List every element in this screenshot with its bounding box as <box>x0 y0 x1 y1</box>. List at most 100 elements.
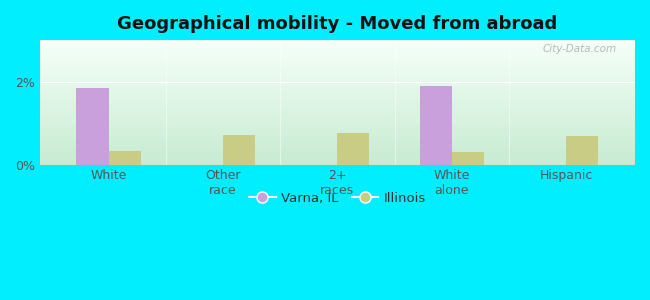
Bar <box>40 135 635 136</box>
Text: City-Data.com: City-Data.com <box>543 44 617 54</box>
Bar <box>40 58 635 59</box>
Bar <box>40 101 635 102</box>
Bar <box>40 50 635 51</box>
Bar <box>40 155 635 156</box>
Bar <box>40 82 635 83</box>
Bar <box>40 99 635 100</box>
Bar <box>40 92 635 93</box>
Bar <box>40 158 635 159</box>
Bar <box>40 139 635 140</box>
Bar <box>40 54 635 55</box>
Bar <box>40 61 635 62</box>
Bar <box>40 109 635 110</box>
Bar <box>40 126 635 127</box>
Bar <box>40 43 635 44</box>
Bar <box>566 136 599 165</box>
Bar <box>40 60 635 61</box>
Bar <box>40 100 635 101</box>
Bar <box>40 44 635 45</box>
Bar <box>40 79 635 80</box>
Bar <box>40 131 635 132</box>
Bar <box>40 106 635 107</box>
Bar <box>40 127 635 128</box>
Bar <box>40 49 635 50</box>
Bar <box>40 123 635 124</box>
Bar <box>40 119 635 120</box>
Bar <box>40 96 635 97</box>
Bar <box>40 69 635 70</box>
Bar <box>40 164 635 165</box>
Bar <box>40 141 635 142</box>
Bar <box>40 111 635 112</box>
Bar <box>40 157 635 158</box>
Bar <box>223 135 255 165</box>
Bar <box>40 140 635 141</box>
Bar <box>40 83 635 84</box>
Bar <box>40 134 635 135</box>
Bar <box>40 73 635 74</box>
Bar <box>40 91 635 92</box>
Bar <box>40 84 635 85</box>
Bar <box>40 150 635 151</box>
Bar <box>40 143 635 144</box>
Bar <box>40 121 635 122</box>
Bar <box>40 114 635 115</box>
Bar <box>40 149 635 150</box>
Bar <box>40 116 635 117</box>
Bar <box>77 88 109 165</box>
Bar <box>40 77 635 78</box>
Bar <box>40 144 635 145</box>
Bar <box>40 138 635 139</box>
Bar <box>40 118 635 119</box>
Bar <box>40 148 635 149</box>
Bar <box>40 70 635 71</box>
Bar <box>40 48 635 49</box>
Bar <box>40 62 635 63</box>
Bar <box>40 113 635 114</box>
Bar <box>40 163 635 164</box>
Bar <box>40 89 635 90</box>
Bar <box>40 104 635 105</box>
Bar <box>40 122 635 123</box>
Bar <box>40 115 635 116</box>
Bar <box>40 162 635 163</box>
Bar <box>40 72 635 73</box>
Bar <box>40 80 635 81</box>
Bar <box>40 87 635 88</box>
Bar <box>40 52 635 53</box>
Bar <box>40 137 635 138</box>
Bar <box>40 68 635 69</box>
Legend: Varna, IL, Illinois: Varna, IL, Illinois <box>244 187 431 210</box>
Bar <box>40 42 635 43</box>
Bar <box>40 65 635 66</box>
Bar <box>40 59 635 60</box>
Bar <box>40 46 635 47</box>
Bar <box>40 47 635 48</box>
Bar <box>40 63 635 64</box>
Bar <box>40 152 635 153</box>
Bar <box>40 75 635 76</box>
Bar <box>40 120 635 121</box>
Bar <box>40 108 635 109</box>
Bar <box>40 110 635 111</box>
Bar <box>40 117 635 118</box>
Bar <box>40 128 635 129</box>
Bar <box>40 76 635 77</box>
Bar <box>40 142 635 143</box>
Bar <box>40 145 635 146</box>
Bar <box>40 154 635 155</box>
Bar <box>40 97 635 98</box>
Bar <box>40 66 635 67</box>
Bar <box>40 105 635 106</box>
Bar <box>40 45 635 46</box>
Bar <box>40 56 635 57</box>
Bar <box>40 81 635 82</box>
Bar <box>40 153 635 154</box>
Bar <box>40 107 635 108</box>
Bar <box>40 156 635 157</box>
Bar <box>109 151 140 165</box>
Bar <box>40 93 635 94</box>
Bar <box>40 74 635 75</box>
Bar <box>40 41 635 42</box>
Bar <box>40 147 635 148</box>
